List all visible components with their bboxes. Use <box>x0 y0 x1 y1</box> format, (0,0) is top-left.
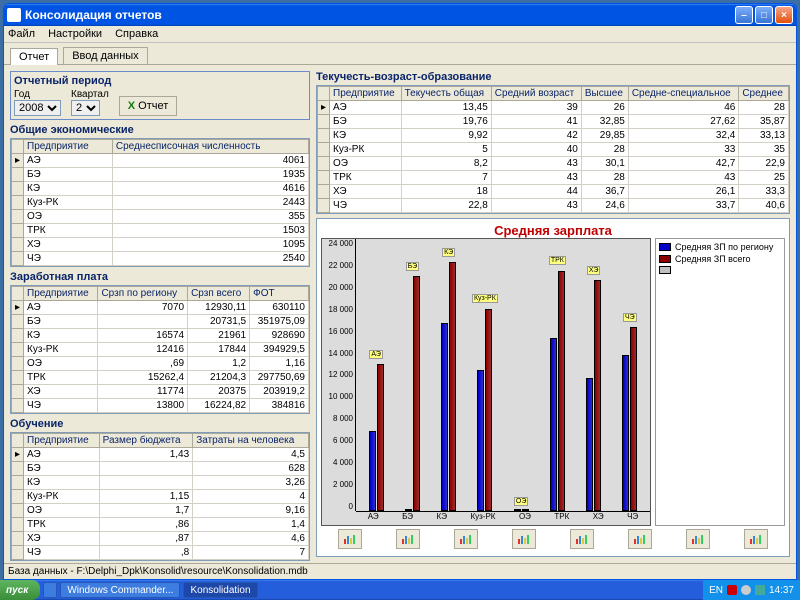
menu-help[interactable]: Справка <box>115 28 158 40</box>
turnover-title: Текучесть-возраст-образование <box>316 71 790 83</box>
general-title: Общие экономические <box>10 124 310 136</box>
titlebar[interactable]: Консолидация отчетов – □ × <box>4 4 796 26</box>
tray-icon[interactable] <box>727 585 737 595</box>
chart-title: Средняя зарплата <box>321 223 785 238</box>
general-table[interactable]: ПредприятиеСреднесписочная численность▸А… <box>10 138 310 267</box>
chart-type-button[interactable] <box>744 529 768 549</box>
year-label: Год <box>14 89 61 100</box>
taskbar: пуск Windows Commander... Konsolidation … <box>0 580 800 600</box>
tabstrip: Отчет Ввод данных <box>4 43 796 65</box>
tray-icon[interactable] <box>741 585 751 595</box>
lang-indicator[interactable]: EN <box>709 585 723 596</box>
app-icon <box>7 8 21 22</box>
chart-type-button[interactable] <box>512 529 536 549</box>
chart-plot: 02 0004 0006 0008 00010 00012 00014 0001… <box>321 238 651 526</box>
chart-type-button[interactable] <box>570 529 594 549</box>
report-button[interactable]: XОтчет <box>119 96 177 116</box>
menu-settings[interactable]: Настройки <box>48 28 102 40</box>
chart-type-button[interactable] <box>628 529 652 549</box>
content: Отчетный период Год 2008 Квартал 2 XОтче… <box>4 65 796 563</box>
chart-type-button[interactable] <box>686 529 710 549</box>
taskbar-item-3[interactable]: Konsolidation <box>183 582 257 598</box>
taskbar-item-1[interactable] <box>43 582 57 598</box>
chart-type-button[interactable] <box>338 529 362 549</box>
turnover-table[interactable]: ПредприятиеТекучесть общаяСредний возрас… <box>316 85 790 214</box>
chart-legend: Средняя ЗП по регионуСредняя ЗП всего <box>655 238 785 526</box>
chart-type-button[interactable] <box>454 529 478 549</box>
clock[interactable]: 14:37 <box>769 585 794 596</box>
menubar: Файл Настройки Справка <box>4 26 796 43</box>
quarter-select[interactable]: 2 <box>71 100 100 116</box>
taskbar-item-2[interactable]: Windows Commander... <box>60 582 180 598</box>
tab-report[interactable]: Отчет <box>10 48 58 65</box>
minimize-button[interactable]: – <box>735 6 753 24</box>
salary-title: Заработная плата <box>10 271 310 283</box>
chart-type-button[interactable] <box>396 529 420 549</box>
edu-title: Обучение <box>10 418 310 430</box>
status-bar: База данных - F:\Delphi_Dpk\Konsolid\res… <box>4 563 796 579</box>
edu-table[interactable]: ПредприятиеРазмер бюджетаЗатраты на чело… <box>10 432 310 561</box>
chart-box: Средняя зарплата 02 0004 0006 0008 00010… <box>316 218 790 557</box>
tray-icon[interactable] <box>755 585 765 595</box>
maximize-button[interactable]: □ <box>755 6 773 24</box>
tab-input[interactable]: Ввод данных <box>63 47 148 64</box>
menu-file[interactable]: Файл <box>8 28 35 40</box>
period-group: Отчетный период Год 2008 Квартал 2 XОтче… <box>10 71 310 120</box>
period-title: Отчетный период <box>14 75 306 87</box>
chart-buttons <box>321 526 785 552</box>
app-window: Консолидация отчетов – □ × Файл Настройк… <box>3 3 797 580</box>
close-button[interactable]: × <box>775 6 793 24</box>
system-tray[interactable]: EN 14:37 <box>703 580 800 600</box>
year-select[interactable]: 2008 <box>14 100 61 116</box>
quarter-label: Квартал <box>71 89 109 100</box>
excel-icon: X <box>128 100 135 112</box>
salary-table[interactable]: ПредприятиеСрзп по регионуСрзп всегоФОТ▸… <box>10 285 310 414</box>
window-title: Консолидация отчетов <box>25 8 162 22</box>
start-button[interactable]: пуск <box>0 580 40 600</box>
